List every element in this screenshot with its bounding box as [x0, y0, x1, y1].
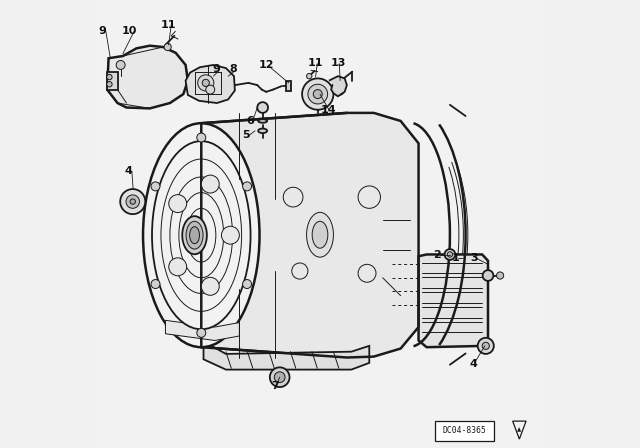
- Text: 2: 2: [433, 250, 441, 260]
- Polygon shape: [107, 46, 188, 108]
- Text: 11: 11: [161, 20, 177, 30]
- Circle shape: [243, 182, 252, 191]
- Circle shape: [197, 328, 206, 337]
- Circle shape: [302, 78, 333, 110]
- Circle shape: [107, 74, 112, 80]
- Ellipse shape: [258, 129, 267, 133]
- Text: 12: 12: [259, 60, 274, 70]
- Ellipse shape: [258, 119, 267, 123]
- Circle shape: [477, 338, 494, 354]
- Circle shape: [447, 252, 452, 257]
- Text: 13: 13: [330, 58, 346, 68]
- Ellipse shape: [186, 221, 203, 249]
- Circle shape: [130, 199, 136, 204]
- Text: ▲: ▲: [517, 427, 522, 433]
- Circle shape: [445, 249, 455, 260]
- Circle shape: [164, 43, 172, 51]
- Circle shape: [107, 82, 112, 87]
- Text: 4: 4: [470, 359, 477, 369]
- Circle shape: [307, 73, 312, 79]
- Circle shape: [206, 85, 214, 94]
- Circle shape: [198, 75, 214, 91]
- Circle shape: [275, 372, 285, 383]
- Text: 14: 14: [320, 105, 336, 115]
- Circle shape: [483, 270, 493, 281]
- Circle shape: [257, 102, 268, 113]
- Polygon shape: [201, 113, 419, 358]
- Circle shape: [169, 194, 187, 212]
- Text: 5: 5: [243, 130, 250, 140]
- Polygon shape: [165, 320, 239, 340]
- Text: 9: 9: [212, 65, 220, 74]
- Polygon shape: [107, 72, 118, 90]
- Polygon shape: [287, 81, 291, 91]
- Circle shape: [308, 84, 328, 104]
- Polygon shape: [329, 76, 347, 96]
- Polygon shape: [419, 254, 488, 347]
- Circle shape: [126, 195, 140, 208]
- Ellipse shape: [307, 212, 333, 257]
- Circle shape: [221, 226, 239, 244]
- Text: 6: 6: [246, 116, 255, 126]
- Circle shape: [202, 277, 220, 295]
- Ellipse shape: [312, 221, 328, 248]
- Circle shape: [202, 175, 220, 193]
- Circle shape: [151, 182, 160, 191]
- Circle shape: [243, 280, 252, 289]
- Circle shape: [120, 189, 145, 214]
- Text: 10: 10: [122, 26, 138, 36]
- Circle shape: [497, 272, 504, 279]
- Circle shape: [202, 79, 209, 86]
- Ellipse shape: [143, 123, 260, 347]
- Circle shape: [116, 60, 125, 69]
- Circle shape: [314, 90, 323, 99]
- Text: 4: 4: [124, 166, 132, 176]
- Circle shape: [169, 258, 187, 276]
- Ellipse shape: [182, 216, 207, 254]
- FancyBboxPatch shape: [435, 421, 494, 441]
- Circle shape: [270, 367, 289, 387]
- Text: 3: 3: [470, 253, 478, 263]
- Text: DC04-8365: DC04-8365: [442, 426, 486, 435]
- Circle shape: [151, 280, 160, 289]
- Circle shape: [482, 342, 490, 349]
- Polygon shape: [204, 341, 369, 370]
- Text: 7: 7: [271, 381, 279, 391]
- Text: 11: 11: [308, 58, 323, 68]
- Ellipse shape: [152, 141, 250, 329]
- Circle shape: [197, 133, 206, 142]
- Ellipse shape: [189, 227, 200, 244]
- Text: 9: 9: [99, 26, 106, 36]
- Polygon shape: [186, 65, 235, 103]
- Text: 1: 1: [452, 253, 460, 263]
- Text: 8: 8: [230, 65, 237, 74]
